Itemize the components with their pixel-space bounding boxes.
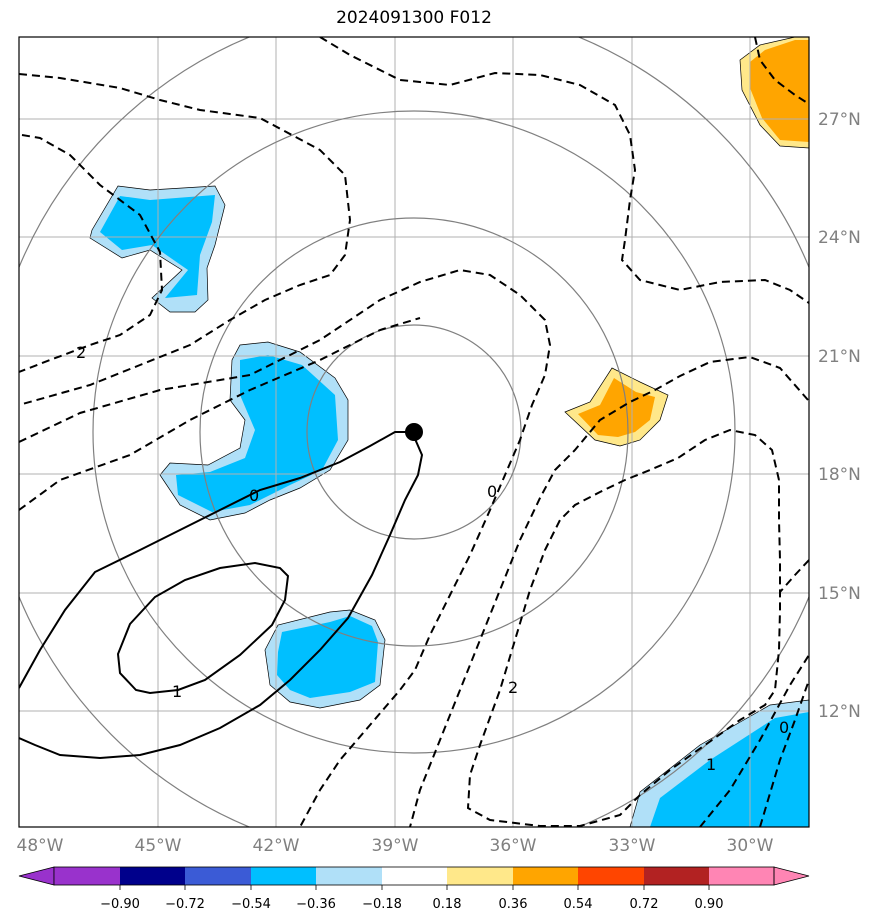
lat-tick-label: 18°N xyxy=(818,465,861,485)
dashed-contours xyxy=(19,37,809,827)
colorbar-extend-high xyxy=(773,866,810,886)
contour-label: 1 xyxy=(706,755,716,774)
positive-anomaly-shading xyxy=(564,37,809,447)
colorbar-segment xyxy=(382,867,447,885)
lat-tick-label: 12°N xyxy=(818,702,861,722)
contour-label: 0 xyxy=(249,486,259,505)
colorbar-tick-label: −0.90 xyxy=(100,897,140,912)
solid-contours xyxy=(19,431,424,760)
contour-labels: 2 0 0 1 2 1 0 xyxy=(76,343,789,774)
colorbar-tick-label: −0.18 xyxy=(362,897,402,912)
colorbar-tick-label: 0.18 xyxy=(433,897,462,912)
colorbar-tick-label: −0.72 xyxy=(165,897,205,912)
lon-tick-label: 42°W xyxy=(253,836,300,856)
colorbar: −0.90 −0.72 −0.54 −0.36 −0.18 0.18 0.36 … xyxy=(18,866,810,912)
colorbar-extend-low xyxy=(18,866,55,886)
colorbar-segment xyxy=(120,867,185,885)
lon-tick-label: 39°W xyxy=(372,836,419,856)
plot-frame xyxy=(18,36,810,828)
colorbar-segment xyxy=(185,867,251,885)
contour-label: 0 xyxy=(779,718,789,737)
map-title: 2024091300 F012 xyxy=(336,8,492,28)
longitude-labels: 48°W 45°W 42°W 39°W 36°W 33°W 30°W xyxy=(17,836,774,856)
lat-tick-label: 24°N xyxy=(818,228,861,248)
lon-tick-label: 45°W xyxy=(135,836,182,856)
lon-tick-label: 33°W xyxy=(609,836,656,856)
storm-center-marker xyxy=(405,423,423,441)
colorbar-segment xyxy=(709,867,774,885)
colorbar-segment xyxy=(644,867,709,885)
colorbar-tick-label: 0.72 xyxy=(630,897,659,912)
colorbar-segment xyxy=(54,867,120,885)
lon-tick-label: 36°W xyxy=(490,836,537,856)
contour-label: 0 xyxy=(487,482,497,501)
lat-tick-label: 21°N xyxy=(818,347,861,367)
lon-tick-label: 48°W xyxy=(17,836,64,856)
contour-label: 2 xyxy=(76,343,86,362)
negative-anomaly-shading xyxy=(89,185,809,827)
lat-tick-label: 15°N xyxy=(818,584,861,604)
contour-label: 2 xyxy=(508,678,518,697)
lat-tick-label: 27°N xyxy=(818,110,861,130)
colorbar-segment xyxy=(251,867,316,885)
colorbar-tick-label: 0.54 xyxy=(564,897,593,912)
range-rings xyxy=(19,37,809,827)
colorbar-tick-label: 0.36 xyxy=(499,897,528,912)
latitude-labels: 27°N 24°N 21°N 18°N 15°N 12°N xyxy=(818,110,861,722)
colorbar-segment xyxy=(513,867,578,885)
colorbar-tick-label: −0.36 xyxy=(296,897,336,912)
colorbar-tick-label: −0.54 xyxy=(231,897,271,912)
colorbar-segment xyxy=(447,867,513,885)
colorbar-tick-label: 0.90 xyxy=(695,897,724,912)
colorbar-segment xyxy=(578,867,644,885)
colorbar-segment xyxy=(316,867,382,885)
contour-label: 1 xyxy=(172,682,182,701)
lon-tick-label: 30°W xyxy=(727,836,774,856)
